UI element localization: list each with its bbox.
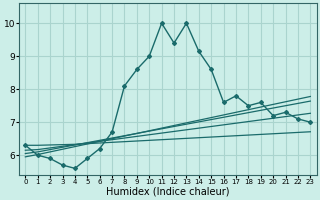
X-axis label: Humidex (Indice chaleur): Humidex (Indice chaleur)	[106, 187, 229, 197]
